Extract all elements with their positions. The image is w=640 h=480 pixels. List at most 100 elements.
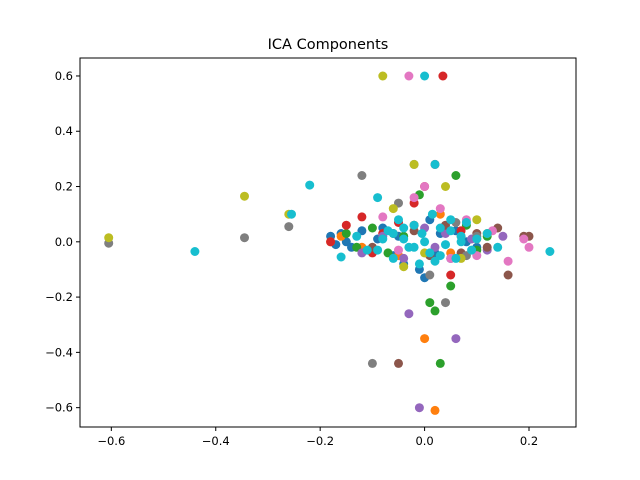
data-point xyxy=(435,251,445,261)
data-point xyxy=(446,270,456,280)
data-point xyxy=(341,220,351,230)
data-points xyxy=(104,71,555,415)
chart-title: ICA Components xyxy=(268,37,389,53)
data-point xyxy=(435,204,445,214)
data-point xyxy=(493,242,503,252)
data-point xyxy=(441,182,450,191)
data-point xyxy=(404,71,414,81)
data-point xyxy=(326,237,336,247)
x-axis: −0.6 −0.4 −0.2 0.0 0.2 xyxy=(97,427,538,448)
data-point xyxy=(240,191,249,201)
y-tick-label: 0.2 xyxy=(55,180,73,194)
data-point xyxy=(284,222,294,232)
data-point xyxy=(336,252,346,262)
data-point xyxy=(420,237,430,247)
data-point xyxy=(446,215,456,225)
data-point xyxy=(446,226,456,236)
data-point xyxy=(420,334,430,344)
data-point xyxy=(545,247,555,256)
data-point xyxy=(388,204,398,214)
data-point xyxy=(362,245,372,255)
x-tick-label: −0.2 xyxy=(306,434,334,448)
data-point xyxy=(373,245,383,255)
data-point xyxy=(451,171,461,180)
data-point xyxy=(441,240,450,250)
data-point xyxy=(409,242,419,252)
data-point xyxy=(425,270,435,280)
data-point xyxy=(287,209,296,219)
data-point xyxy=(240,233,249,243)
data-point xyxy=(357,212,367,222)
x-tick-label: −0.4 xyxy=(202,434,230,448)
data-point xyxy=(472,234,482,244)
data-point xyxy=(394,215,403,225)
data-point xyxy=(461,218,471,227)
data-point xyxy=(430,306,440,316)
data-point xyxy=(451,334,461,344)
data-point xyxy=(435,223,445,233)
data-point xyxy=(420,182,430,191)
data-point xyxy=(399,223,409,233)
data-point xyxy=(394,245,403,255)
data-point xyxy=(367,358,377,368)
data-point xyxy=(414,403,424,413)
data-point xyxy=(378,71,388,81)
data-point xyxy=(519,234,529,244)
data-point xyxy=(305,180,315,190)
data-point xyxy=(430,256,440,266)
data-point xyxy=(425,248,435,258)
data-point xyxy=(430,405,440,415)
data-point xyxy=(438,71,448,81)
x-tick-label: 0.0 xyxy=(415,434,433,448)
data-point xyxy=(404,309,414,319)
data-point xyxy=(394,358,403,368)
series-10 xyxy=(190,71,555,269)
data-point xyxy=(425,298,435,308)
data-point xyxy=(399,262,409,272)
y-tick-label: −0.6 xyxy=(45,401,73,415)
data-point xyxy=(414,259,424,269)
data-point xyxy=(352,231,362,241)
data-point xyxy=(341,229,351,238)
data-point xyxy=(456,237,466,247)
data-point xyxy=(503,270,513,280)
data-point xyxy=(524,242,534,252)
data-point xyxy=(441,298,450,308)
y-tick-label: 0.4 xyxy=(55,124,73,138)
data-point xyxy=(399,234,409,244)
y-tick-label: −0.4 xyxy=(45,345,73,359)
data-point xyxy=(190,247,200,256)
y-tick-label: 0.0 xyxy=(55,235,73,249)
data-point xyxy=(472,215,482,225)
y-tick-label: 0.6 xyxy=(55,69,73,83)
data-point xyxy=(399,253,409,263)
data-point xyxy=(409,159,419,169)
data-point xyxy=(482,229,492,238)
data-point xyxy=(451,253,461,263)
data-point xyxy=(104,233,114,243)
data-point xyxy=(417,229,427,238)
data-point xyxy=(367,223,377,233)
data-point xyxy=(503,256,513,266)
x-tick-label: −0.6 xyxy=(97,434,125,448)
y-tick-label: −0.2 xyxy=(45,290,73,304)
y-axis: −0.6 −0.4 −0.2 0.0 0.2 0.4 0.6 xyxy=(45,69,80,415)
data-point xyxy=(420,71,430,81)
data-point xyxy=(482,242,492,252)
x-tick-label: 0.2 xyxy=(520,434,538,448)
data-point xyxy=(446,281,456,291)
plot-frame xyxy=(79,57,577,428)
data-point xyxy=(435,358,445,368)
data-point xyxy=(378,212,388,222)
data-point xyxy=(409,193,419,203)
data-point xyxy=(388,253,398,263)
data-point xyxy=(357,171,367,180)
data-point xyxy=(373,193,383,203)
data-point xyxy=(427,209,437,219)
data-point xyxy=(498,231,508,241)
data-point xyxy=(467,245,477,255)
data-point xyxy=(409,220,419,230)
data-point xyxy=(378,234,388,244)
